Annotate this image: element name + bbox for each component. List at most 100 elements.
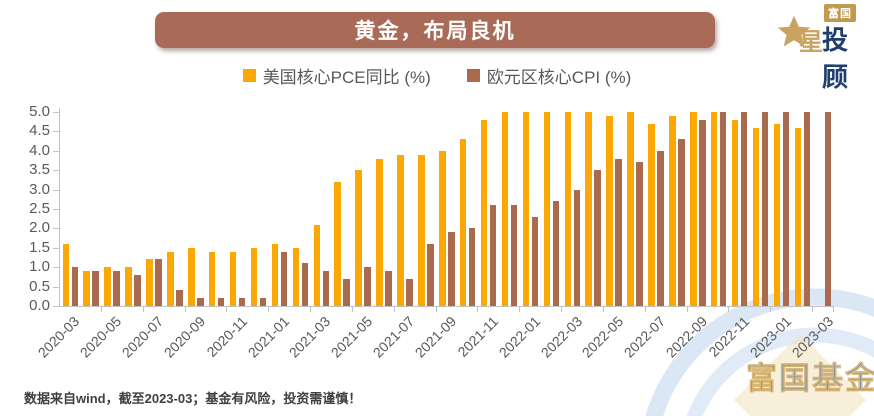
pce-bar xyxy=(355,170,362,306)
fuguo-fund-watermark: 富国基金 xyxy=(645,288,874,416)
y-axis-tick xyxy=(53,228,59,230)
cpi-bar xyxy=(594,170,601,306)
x-axis-tick xyxy=(310,307,312,312)
cpi-bar xyxy=(92,271,99,306)
y-tick-label: 0.0 xyxy=(29,297,50,314)
y-tick-label: 1.0 xyxy=(29,258,50,276)
pce-bar xyxy=(271,243,279,306)
y-axis-tick xyxy=(53,189,59,191)
pce-bar xyxy=(83,271,90,306)
watermark-rings xyxy=(645,288,874,416)
legend-item-cpi: 欧元区核心CPI (%) xyxy=(466,63,632,88)
y-axis-tick xyxy=(53,112,59,113)
y-axis-tick xyxy=(53,131,59,133)
pce-bar xyxy=(229,251,237,306)
cpi-bar xyxy=(364,267,371,306)
cpi-bar xyxy=(71,267,78,306)
cpi-bar xyxy=(573,189,581,306)
x-axis-tick xyxy=(142,307,144,312)
watermark-diamond xyxy=(734,334,866,416)
cpi-bar xyxy=(259,298,267,306)
x-axis-tick xyxy=(644,307,646,312)
logo-brand-gold: 星 xyxy=(799,29,823,56)
pce-bar xyxy=(62,243,69,306)
pce-bar xyxy=(773,123,781,306)
cpi-bar xyxy=(322,271,330,306)
pce-bar xyxy=(794,127,802,306)
cpi-bar xyxy=(719,112,727,306)
pce-bar xyxy=(250,247,258,306)
pce-bar xyxy=(146,259,153,306)
pce-bar xyxy=(313,224,321,306)
cpi-bar xyxy=(343,278,350,306)
disclaimer-note: 数据来自wind，截至2023-03；基金有风险，投资需谨慎！ xyxy=(24,391,362,406)
x-axis-tick xyxy=(477,307,479,312)
cpi-bar xyxy=(761,112,769,306)
y-axis-tick xyxy=(53,170,59,172)
y-tick-label: 3.0 xyxy=(29,180,50,198)
cpi-bar xyxy=(238,298,246,306)
pce-bar xyxy=(376,158,383,306)
y-axis-tick xyxy=(53,209,59,210)
page-title: 黄金，布局良机 xyxy=(354,20,516,43)
pce-bar xyxy=(125,267,132,306)
cpi-bar xyxy=(406,278,413,306)
cpi-bar xyxy=(552,201,560,306)
cpi-bar xyxy=(824,112,832,306)
cpi-bar xyxy=(155,259,162,306)
cpi-bar xyxy=(510,205,518,306)
pce-bar xyxy=(627,112,634,306)
cpi-series-swatch-icon xyxy=(466,69,480,82)
logo-brand-navy: 投顾 xyxy=(822,25,850,92)
pce-bar xyxy=(439,150,446,306)
y-axis-tick xyxy=(53,150,59,152)
cpi-bar xyxy=(113,271,120,306)
y-tick-label: 3.5 xyxy=(29,161,50,179)
cpi-bar xyxy=(385,271,392,306)
pce-bar xyxy=(564,112,572,306)
x-axis-tick xyxy=(184,307,186,312)
fuguo-star-advisor-logo: 富国 星 投顾 xyxy=(777,1,870,92)
pce-series-swatch-icon xyxy=(242,69,256,82)
y-tick-label: 4.5 xyxy=(29,122,50,140)
x-axis-tick xyxy=(393,307,395,312)
x-axis-tick xyxy=(561,307,563,312)
pce-bar xyxy=(188,247,195,306)
y-tick-label: 5.0 xyxy=(29,103,50,120)
y-tick-label: 2.0 xyxy=(29,219,50,237)
pce-bar xyxy=(606,115,613,306)
cpi-bar xyxy=(468,228,476,306)
cpi-bar xyxy=(280,251,288,306)
cpi-bar xyxy=(427,243,434,306)
cpi-bar xyxy=(217,298,225,306)
cpi-bar xyxy=(489,205,497,306)
pce-bar xyxy=(292,247,300,306)
pce-bar xyxy=(208,251,216,306)
y-tick-label: 2.5 xyxy=(29,200,50,217)
cpi-bar xyxy=(197,298,204,306)
logo-badge: 富国 xyxy=(824,4,856,22)
cpi-bar xyxy=(782,112,790,306)
y-axis-tick xyxy=(53,286,59,288)
legend-item-pce: 美国核心PCE同比 (%) xyxy=(242,63,431,88)
y-axis-tick xyxy=(53,267,59,269)
legend-label-cpi: 欧元区核心CPI (%) xyxy=(486,68,632,87)
pce-bar xyxy=(648,123,655,306)
x-axis-tick xyxy=(351,307,353,312)
pce-bar xyxy=(690,112,697,306)
cpi-bar xyxy=(657,150,664,306)
legend-label-pce: 美国核心PCE同比 (%) xyxy=(262,68,431,87)
y-axis-tick xyxy=(53,247,59,249)
pce-bar xyxy=(459,139,467,306)
cpi-bar xyxy=(531,216,539,306)
pce-bar xyxy=(669,115,676,306)
x-axis-tick xyxy=(602,307,604,312)
x-axis-tick xyxy=(770,307,772,312)
star-icon xyxy=(777,15,811,47)
pce-bar xyxy=(585,112,592,306)
cpi-bar xyxy=(803,112,811,306)
x-axis-tick xyxy=(833,307,834,312)
pce-bar xyxy=(522,112,530,306)
